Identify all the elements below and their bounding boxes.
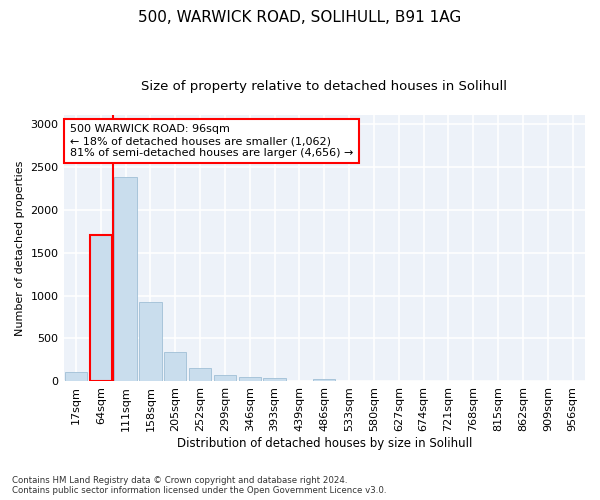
Bar [189, 368, 211, 382]
Bar [263, 378, 286, 382]
Bar [214, 374, 236, 382]
Text: 500, WARWICK ROAD, SOLIHULL, B91 1AG: 500, WARWICK ROAD, SOLIHULL, B91 1AG [139, 10, 461, 25]
Bar [239, 376, 261, 382]
Bar [115, 177, 137, 382]
Bar [313, 379, 335, 382]
Bar [139, 302, 161, 382]
Text: 500 WARWICK ROAD: 96sqm
← 18% of detached houses are smaller (1,062)
81% of semi: 500 WARWICK ROAD: 96sqm ← 18% of detache… [70, 124, 353, 158]
Title: Size of property relative to detached houses in Solihull: Size of property relative to detached ho… [141, 80, 507, 93]
Bar [164, 352, 187, 382]
X-axis label: Distribution of detached houses by size in Solihull: Distribution of detached houses by size … [176, 437, 472, 450]
Bar [89, 236, 112, 382]
Y-axis label: Number of detached properties: Number of detached properties [15, 160, 25, 336]
Bar [65, 372, 87, 382]
Text: Contains HM Land Registry data © Crown copyright and database right 2024.
Contai: Contains HM Land Registry data © Crown c… [12, 476, 386, 495]
